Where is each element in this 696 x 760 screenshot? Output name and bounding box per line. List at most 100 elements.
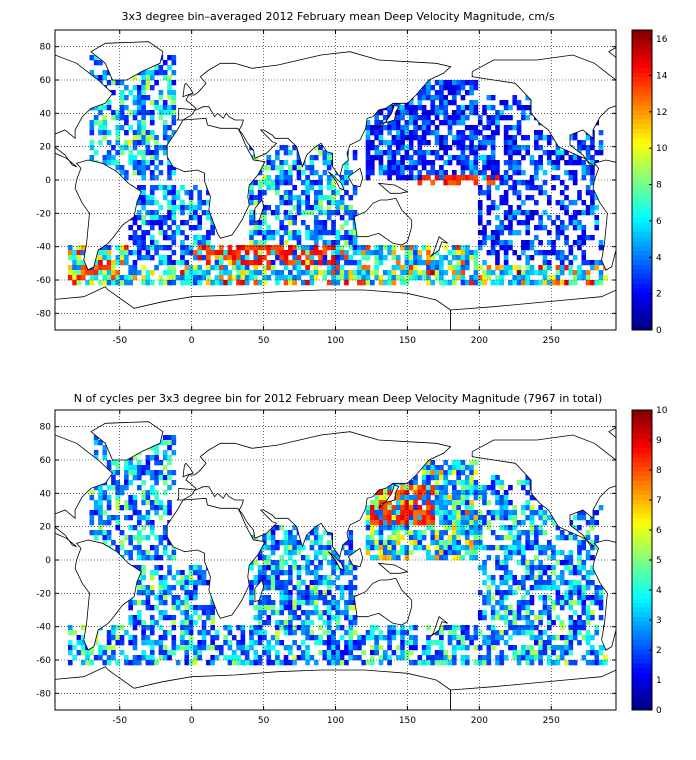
heatmap-cell	[162, 100, 168, 106]
heatmap-cell	[279, 540, 285, 546]
heatmap-cell	[154, 210, 159, 216]
heatmap-cell	[158, 500, 164, 506]
heatmap-cell	[352, 225, 358, 231]
heatmap-cell	[477, 610, 483, 616]
heatmap-cell	[538, 240, 543, 246]
heatmap-cell	[516, 650, 522, 656]
heatmap-cell	[279, 220, 285, 226]
heatmap-cell	[253, 655, 259, 661]
heatmap-cell	[564, 240, 569, 246]
colorbar-tick-label: 7	[656, 496, 662, 506]
heatmap-cell	[559, 150, 565, 156]
heatmap-cell	[365, 520, 371, 526]
heatmap-cell	[305, 230, 310, 236]
heatmap-cell	[309, 540, 315, 546]
heatmap-cell	[594, 630, 600, 636]
heatmap-cell	[473, 490, 479, 496]
heatmap-cell	[413, 270, 418, 276]
heatmap-cell	[305, 225, 310, 231]
heatmap-cell	[516, 480, 522, 486]
heatmap-cell	[193, 660, 198, 666]
heatmap-cell	[352, 655, 358, 661]
heatmap-cell	[413, 125, 418, 131]
heatmap-cell	[236, 280, 241, 286]
heatmap-cell	[326, 650, 332, 656]
heatmap-cell	[270, 160, 276, 166]
heatmap-cell	[180, 205, 185, 211]
heatmap-cell	[76, 245, 82, 251]
heatmap-cell	[292, 660, 297, 666]
heatmap-cell	[167, 475, 172, 481]
heatmap-cell	[300, 620, 306, 626]
heatmap-cell	[167, 655, 172, 661]
heatmap-cell	[193, 275, 198, 281]
heatmap-cell	[184, 615, 190, 621]
heatmap-cell	[93, 115, 99, 121]
heatmap-cell	[184, 235, 190, 241]
heatmap-cell	[434, 260, 440, 266]
heatmap-cell	[464, 280, 470, 286]
land-outline	[176, 431, 452, 558]
heatmap-cell	[141, 95, 146, 101]
colorbar-swatch	[632, 480, 652, 486]
heatmap-cell	[443, 530, 448, 536]
heatmap-cell	[80, 635, 86, 641]
heatmap-cell	[141, 125, 146, 131]
heatmap-cell	[145, 515, 151, 521]
heatmap-cell	[348, 530, 354, 536]
heatmap-cell	[417, 535, 423, 541]
colorbar-swatch	[632, 564, 652, 570]
heatmap-cell	[378, 495, 384, 501]
heatmap-cell	[313, 595, 319, 601]
heatmap-cell	[119, 250, 125, 256]
heatmap-cell	[551, 275, 556, 281]
heatmap-cell	[382, 140, 388, 146]
heatmap-cell	[447, 510, 453, 516]
heatmap-cell	[279, 270, 285, 276]
heatmap-cell	[201, 245, 207, 251]
heatmap-cell	[352, 210, 358, 216]
heatmap-cell	[136, 200, 142, 206]
heatmap-cell	[249, 200, 254, 206]
heatmap-cell	[572, 220, 578, 226]
heatmap-cell	[473, 460, 479, 466]
heatmap-cell	[106, 640, 112, 646]
heatmap-cell	[193, 265, 198, 271]
heatmap-cell	[223, 635, 228, 641]
heatmap-cell	[188, 190, 194, 196]
heatmap-cell	[184, 650, 190, 656]
heatmap-cell	[167, 565, 172, 571]
heatmap-cell	[529, 195, 535, 201]
heatmap-cell	[206, 630, 211, 636]
heatmap-cell	[538, 640, 543, 646]
heatmap-cell	[262, 240, 267, 246]
heatmap-cell	[568, 200, 574, 206]
heatmap-cell	[443, 100, 448, 106]
heatmap-cell	[313, 170, 319, 176]
heatmap-cell	[145, 455, 151, 461]
heatmap-cell	[508, 240, 513, 246]
heatmap-cell	[559, 205, 565, 211]
heatmap-cell	[335, 575, 341, 581]
heatmap-cell	[387, 660, 392, 666]
heatmap-cell	[378, 645, 384, 651]
heatmap-cell	[124, 630, 129, 636]
heatmap-cell	[525, 225, 530, 231]
colorbar-swatch	[632, 203, 652, 209]
heatmap-cell	[408, 535, 414, 541]
heatmap-cell	[128, 480, 133, 486]
heatmap-cell	[115, 280, 121, 286]
heatmap-cell	[348, 235, 354, 241]
heatmap-cell	[460, 160, 466, 166]
heatmap-cell	[180, 625, 185, 631]
heatmap-cell	[141, 165, 146, 171]
heatmap-cell	[257, 185, 263, 191]
heatmap-cell	[326, 625, 332, 631]
heatmap-cell	[158, 115, 164, 121]
heatmap-cell	[167, 590, 172, 596]
heatmap-cell	[590, 190, 595, 196]
heatmap-cell	[516, 210, 522, 216]
heatmap-cell	[577, 540, 582, 546]
heatmap-cell	[469, 640, 474, 646]
heatmap-cell	[585, 235, 591, 241]
